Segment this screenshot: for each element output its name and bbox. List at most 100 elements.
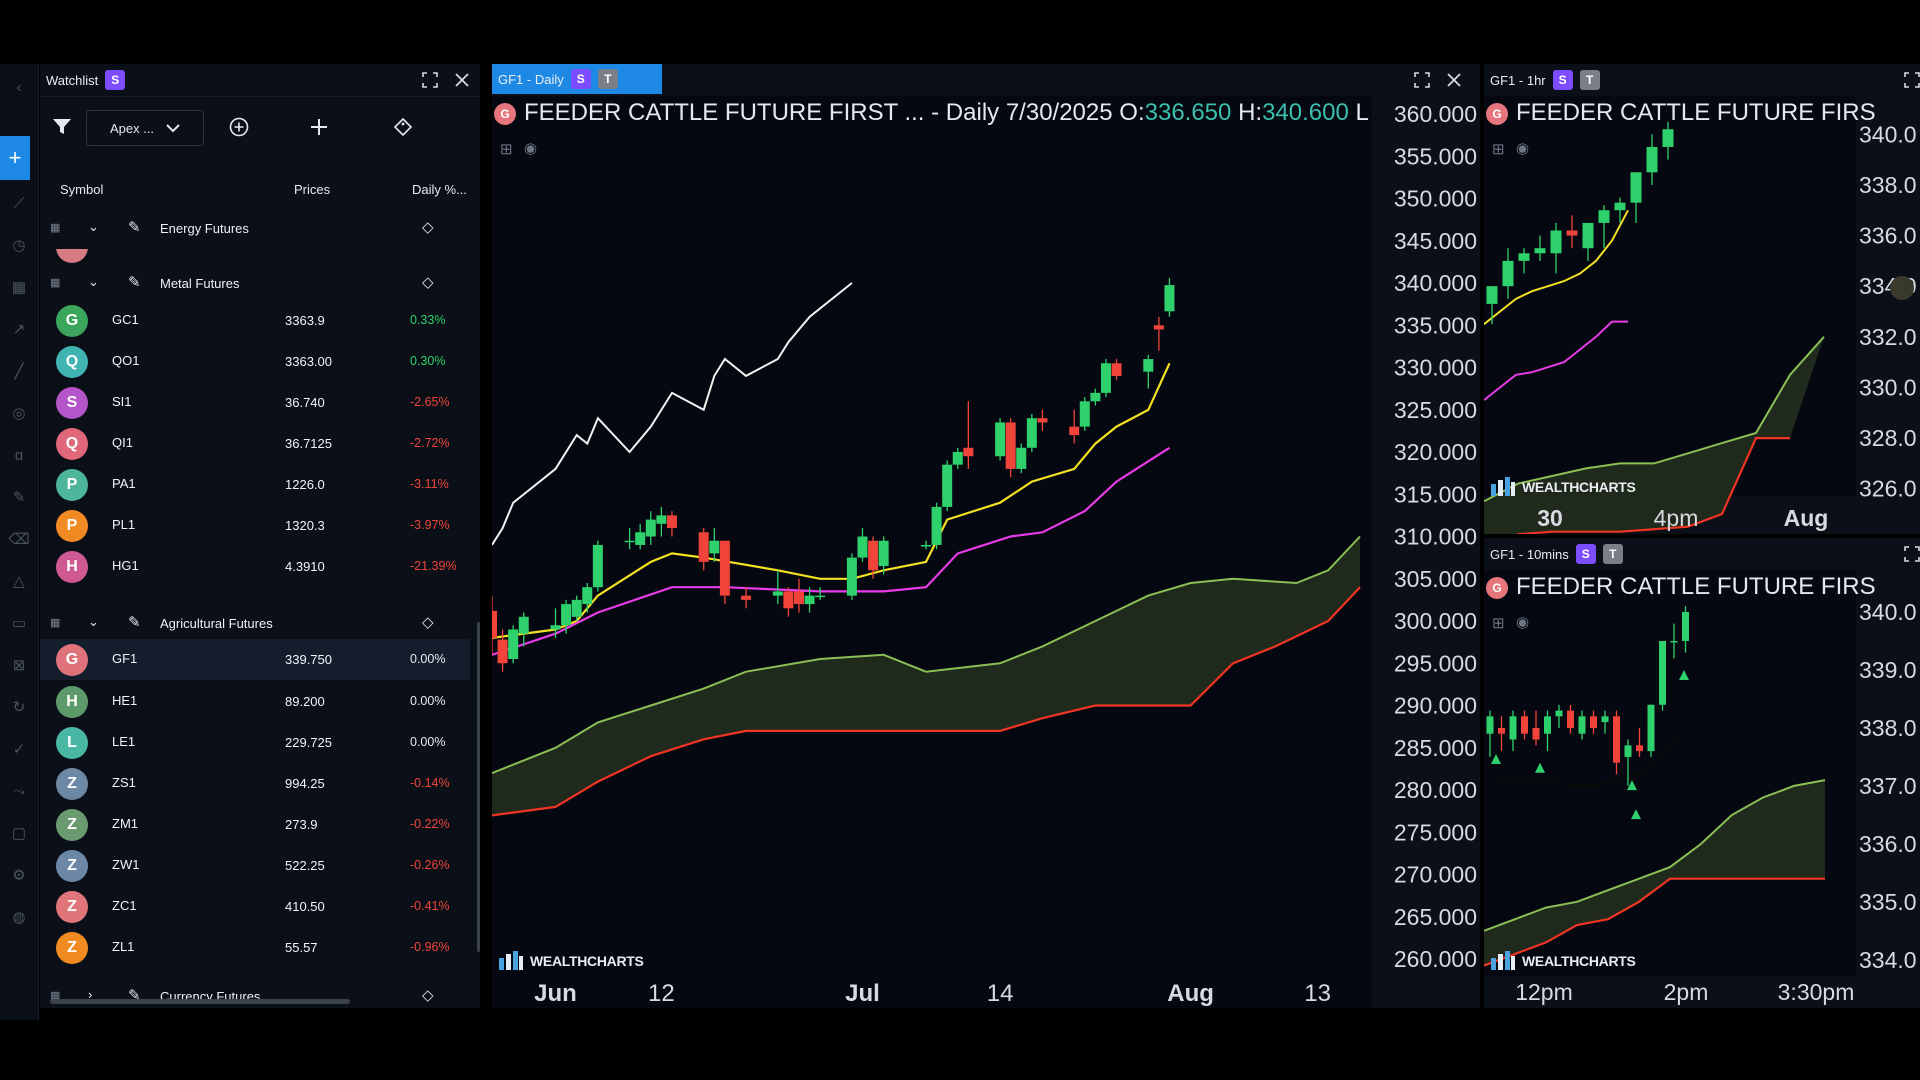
watchlist-row[interactable]: S SI1 36.740 -2.65% — [40, 382, 470, 423]
close-icon[interactable] — [1444, 70, 1464, 90]
watchlist-row[interactable]: Q QO1 3363.00 0.30% — [40, 341, 470, 382]
hourly-plot-area[interactable] — [1484, 96, 1856, 496]
s-badge[interactable]: S — [570, 69, 591, 89]
tag-icon[interactable]: ◇ — [422, 274, 434, 291]
add-indicator-icon[interactable]: ⊞ — [1492, 141, 1505, 158]
tag-icon[interactable]: ◇ — [422, 614, 434, 631]
chevron-down-icon[interactable]: ⌄ — [88, 614, 99, 629]
eraser-tool-icon[interactable]: ⌫ — [8, 531, 30, 548]
eye-icon[interactable]: ◉ — [1516, 140, 1530, 157]
price-axis-tick: 275.000 — [1394, 819, 1477, 845]
watchlist-row[interactable]: Z ZS1 994.25 -0.14% — [40, 763, 470, 804]
watchlist-row[interactable]: G GF1 339.750 0.00% — [40, 639, 470, 680]
watchlist-row[interactable]: H HE1 89.200 0.00% — [40, 681, 470, 722]
trendline-tool-icon[interactable]: ⟋ — [13, 194, 25, 212]
text-tool-icon[interactable]: ɑ — [14, 446, 24, 464]
watchlist-row[interactable]: L LE1 229.725 0.00% — [40, 722, 470, 763]
t-badge[interactable]: T — [597, 69, 618, 89]
column-symbol[interactable]: Symbol — [60, 182, 104, 197]
pencil-tool-icon[interactable]: ✎ — [12, 489, 26, 506]
drag-handle-icon[interactable]: ▦ — [50, 222, 60, 234]
close-icon[interactable] — [452, 70, 472, 90]
add-icon[interactable] — [306, 110, 332, 144]
line-tool-icon[interactable]: ╱ — [14, 363, 24, 380]
buy-signal-icon — [1491, 754, 1501, 765]
watchlist-group[interactable]: ▦ ⌄ ✎ Agricultural Futures ◇ — [40, 603, 470, 644]
s-badge[interactable]: S — [1575, 544, 1596, 564]
add-indicator-icon[interactable]: ⊞ — [1492, 615, 1505, 632]
drag-handle-icon[interactable]: ▦ — [50, 617, 60, 629]
watchlist-hscrollbar[interactable] — [50, 999, 350, 1004]
tag-icon[interactable]: ◇ — [422, 219, 434, 236]
watchlist-row[interactable]: Z ZC1 410.50 -0.41% — [40, 886, 470, 927]
tag-icon[interactable] — [390, 110, 416, 144]
drag-handle-icon[interactable]: ▦ — [50, 277, 60, 289]
watchlist-row[interactable]: Z ZM1 273.9 -0.22% — [40, 804, 470, 845]
ray-tool-icon[interactable]: ↗ — [12, 321, 26, 338]
chevron-down-icon[interactable]: ⌄ — [88, 274, 99, 289]
t-badge[interactable]: T — [1602, 544, 1623, 564]
watchlist-row[interactable]: Z ZL1 55.57 -0.96% — [40, 927, 470, 968]
chevron-down-icon[interactable]: ⌄ — [88, 219, 99, 234]
watchlist-group[interactable]: ▦ ⌄ ✎ Metal Futures ◇ — [40, 263, 470, 304]
watchlist-group[interactable]: ▦ ⌄ ✎ Energy Futures ◇ — [40, 208, 470, 249]
watchlist-select[interactable]: Apex ... — [86, 110, 204, 146]
calendar-icon[interactable]: ▦ — [11, 279, 27, 296]
cycle-tool-icon[interactable]: ◎ — [12, 405, 26, 422]
price-axis-tick: 270.000 — [1394, 862, 1477, 888]
edit-icon[interactable]: ✎ — [128, 614, 141, 631]
daily-change: 0.33% — [410, 313, 446, 327]
watchlist-row[interactable]: G GC1 3363.9 0.33% — [40, 300, 470, 341]
edit-icon[interactable]: ✎ — [128, 274, 141, 291]
maximize-icon[interactable] — [1902, 544, 1920, 564]
settings-icon[interactable]: ⚙ — [12, 867, 26, 884]
maximize-icon[interactable] — [1412, 70, 1432, 90]
daily-chart-tab[interactable]: GF1 - Daily S T — [492, 64, 662, 94]
eye-icon[interactable]: ◉ — [524, 140, 538, 157]
s-badge[interactable]: S — [105, 70, 126, 90]
tenmin-chart[interactable]: 340.0 339.0 338.0 337.0 336.0 335.0 334.0 12pm 2… — [1484, 538, 1920, 1008]
rectangle-tool-icon[interactable]: ▭ — [11, 615, 27, 632]
collapse-icon[interactable]: ‹ — [16, 78, 22, 96]
watchlist-row[interactable]: Z ZW1 522.25 -0.26% — [40, 845, 470, 886]
watchlist-row[interactable]: P PL1 1320.3 -3.97% — [40, 505, 470, 546]
maximize-icon[interactable] — [1902, 70, 1920, 90]
hourly-candle — [1582, 222, 1594, 249]
screen-icon[interactable]: ▢ — [11, 825, 27, 842]
chevron-right-icon[interactable]: › — [88, 987, 93, 1002]
hourly-fast-line — [1484, 209, 1629, 325]
tag-icon[interactable]: ◇ — [422, 987, 434, 1004]
watchlist-row[interactable]: H HG1 4.3910 -21.39% — [40, 546, 470, 587]
daily-candle — [1026, 418, 1037, 448]
daily-price-axis[interactable] — [1372, 96, 1480, 1008]
clock-icon[interactable]: ◷ — [12, 237, 26, 254]
hourly-chart-tab[interactable]: GF1 - 1hr S T — [1484, 66, 1610, 94]
daily-chart[interactable]: 360.000 355.000 350.000 345.000 340.000 335.0… — [492, 64, 1480, 1008]
watchlist-row[interactable]: Q QI1 36.7125 -2.72% — [40, 423, 470, 464]
rotate-icon[interactable]: ↻ — [12, 699, 26, 716]
s-badge[interactable]: S — [1552, 70, 1573, 90]
path-tool-icon[interactable]: ⤳ — [12, 782, 25, 800]
eye-icon[interactable]: ◉ — [1516, 614, 1530, 631]
hourly-chart[interactable]: 340.0338.0336.0334.0332.0330.0328.0326.0… — [1484, 64, 1920, 534]
t-badge[interactable]: T — [1579, 70, 1600, 90]
filter-icon[interactable] — [50, 110, 74, 144]
add-indicator-icon[interactable]: ⊞ — [500, 141, 513, 158]
shape-tool-icon[interactable]: △ — [13, 573, 25, 590]
column-daily-change[interactable]: Daily %... — [412, 182, 467, 197]
watchlist-tab[interactable]: Watchlist S — [40, 66, 135, 94]
cross-box-icon[interactable]: ⊠ — [12, 657, 26, 674]
maximize-icon[interactable] — [420, 70, 440, 90]
edit-icon[interactable]: ✎ — [128, 219, 141, 236]
globe-icon[interactable]: ◍ — [12, 909, 26, 926]
symbol-avatar: Z — [56, 932, 88, 964]
crosshair-tool-icon[interactable]: + — [0, 136, 30, 180]
check-icon[interactable]: ✓ — [12, 741, 26, 758]
tenmin-chart-tab[interactable]: GF1 - 10mins S T — [1484, 540, 1633, 568]
watchlist-row[interactable]: P PA1 1226.0 -3.11% — [40, 464, 470, 505]
watchlist-scrollbar[interactable] — [477, 622, 480, 952]
add-circle-icon[interactable] — [226, 110, 252, 144]
column-prices[interactable]: Prices — [294, 182, 331, 197]
open-value: 336.650 — [1144, 99, 1232, 126]
drag-handle-icon[interactable]: ▦ — [50, 990, 60, 1002]
